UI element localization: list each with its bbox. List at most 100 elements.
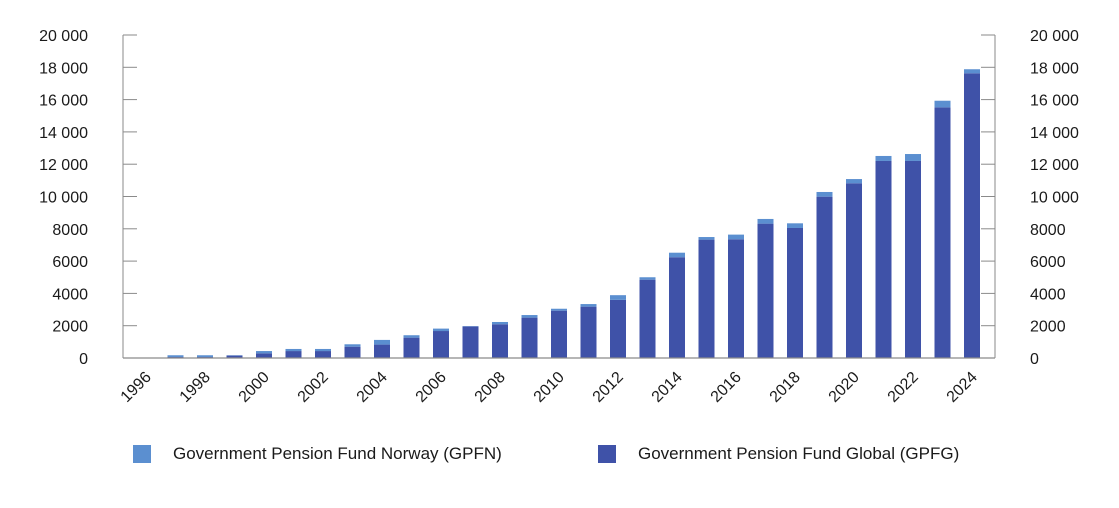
y-tick-label-left: 4000 [52,286,88,303]
bar-gpfn-2017 [757,218,774,224]
y-tick-label-right: 0 [1030,351,1039,368]
bar-gpfg-2021 [875,160,892,358]
legend-swatch-gpfg [598,445,616,463]
x-tick-label-2022: 2022 [885,369,922,406]
bar-gpfn-2010 [551,308,567,311]
y-tick-label-left: 18 000 [39,60,88,77]
stacked-bar-chart: 0 2000 4000 6000 8000 10 000 12 000 14 000 16 00… [39,28,1079,406]
x-tick-label-2000: 2000 [236,369,273,406]
bar-gpfn-2016 [728,234,744,240]
y-axis-right: 0 2000 4000 6000 8000 10 000 12 000 14 000 16 00… [981,28,1079,368]
bar-gpfg-2000 [256,353,272,358]
bar-gpfg-2023 [934,107,951,359]
bar-gpfg-2018 [787,227,803,358]
y-tick-label-left: 6000 [52,254,88,271]
y-tick-label-right: 8000 [1030,222,1066,239]
x-tick-label-2024: 2024 [944,369,981,406]
y-tick-label-right: 6000 [1030,254,1066,271]
bar-gpfn-1997 [167,355,184,358]
bar-gpfn-2004 [374,339,390,345]
y-tick-label-right: 14 000 [1030,125,1079,142]
bar-gpfn-2011 [580,304,597,307]
y-tick-label-left: 2000 [52,319,88,336]
bar-gpfn-2020 [846,179,862,184]
bar-gpfn-2014 [669,252,685,258]
bar-gpfg-2024 [964,73,980,358]
bar-gpfg-2001 [285,351,302,358]
y-tick-label-right: 20 000 [1030,28,1079,45]
bar-gpfg-2004 [374,344,390,358]
x-tick-label-1996: 1996 [118,369,155,406]
x-tick-label-2006: 2006 [413,369,450,406]
y-tick-label-left: 20 000 [39,28,88,45]
x-tick-label-2012: 2012 [590,369,627,406]
bar-gpfn-2018 [787,223,803,228]
y-axis-left: 0 2000 4000 6000 8000 10 000 12 000 14 000 16 00… [39,28,137,368]
bar-gpfg-2020 [846,183,862,358]
bar-gpfg-2019 [816,196,833,358]
bar-gpfg-2010 [551,310,567,358]
legend-item-gpfn: Government Pension Fund Norway (GPFN) [133,444,502,464]
bar-gpfn-2024 [964,69,980,74]
bar-gpfn-2003 [344,344,361,347]
legend-label-gpfn: Government Pension Fund Norway (GPFN) [173,444,502,463]
bar-gpfn-1998 [197,355,213,358]
legend-label-gpfg: Government Pension Fund Global (GPFG) [638,444,960,463]
bar-gpfg-2005 [403,337,420,358]
y-tick-label-right: 18 000 [1030,60,1079,77]
y-tick-label-right: 4000 [1030,286,1066,303]
bar-gpfn-2013 [639,277,656,280]
y-tick-label-left: 0 [79,351,88,368]
bar-gpfn-2022 [905,154,921,161]
bar-gpfn-2009 [521,315,538,318]
bar-gpfn-2019 [816,191,833,197]
x-tick-label-2016: 2016 [708,369,745,406]
bar-gpfn-2021 [875,155,892,161]
bar-gpfn-2000 [256,351,272,354]
y-tick-label-right: 16 000 [1030,93,1079,110]
bar-gpfg-2002 [315,351,331,358]
y-tick-label-left: 16 000 [39,93,88,110]
bar-gpfn-2012 [610,295,626,300]
bar-gpfg-2013 [639,279,656,358]
y-tick-label-right: 12 000 [1030,157,1079,174]
x-tick-label-2020: 2020 [826,369,863,406]
y-tick-label-right: 10 000 [1030,190,1079,207]
bar-gpfg-2007 [462,326,479,358]
legend: Government Pension Fund Norway (GPFN) Go… [0,444,1119,470]
y-tick-label-right: 2000 [1030,319,1066,336]
x-axis: 1996 1998 2000 2002 2004 2006 2008 2010 2012 2014… [118,357,995,406]
bar-gpfn-2023 [934,100,951,108]
bar-gpfg-1999 [226,355,243,358]
y-tick-label-left: 14 000 [39,125,88,142]
bar-gpfn-2006 [433,328,449,332]
bars [167,69,980,359]
bar-gpfg-2011 [580,306,597,358]
bar-gpfn-2008 [492,321,508,325]
bar-gpfg-2003 [344,346,361,358]
bar-gpfg-2012 [610,299,626,358]
bar-gpfg-2022 [905,160,921,358]
bar-gpfn-2005 [403,335,420,338]
bar-gpfn-2015 [698,237,715,240]
bar-gpfg-2016 [728,239,744,358]
x-tick-label-2014: 2014 [649,369,686,406]
bar-gpfg-2009 [521,317,538,358]
bar-gpfg-2015 [698,239,715,358]
y-tick-label-left: 12 000 [39,157,88,174]
x-tick-label-2008: 2008 [472,369,509,406]
y-tick-label-left: 10 000 [39,190,88,207]
bar-gpfn-2001 [285,348,302,352]
bar-gpfg-2014 [669,257,685,358]
y-tick-label-left: 8000 [52,222,88,239]
legend-swatch-gpfn [133,445,151,463]
x-tick-label-1998: 1998 [177,369,214,406]
x-tick-label-2018: 2018 [767,369,804,406]
bar-gpfg-2006 [433,331,449,358]
bar-gpfg-2017 [757,223,774,358]
bar-gpfn-2002 [315,348,331,352]
x-tick-label-2010: 2010 [531,369,568,406]
bar-gpfg-2008 [492,324,508,358]
x-tick-label-2002: 2002 [295,369,332,406]
x-tick-label-2004: 2004 [354,369,391,406]
